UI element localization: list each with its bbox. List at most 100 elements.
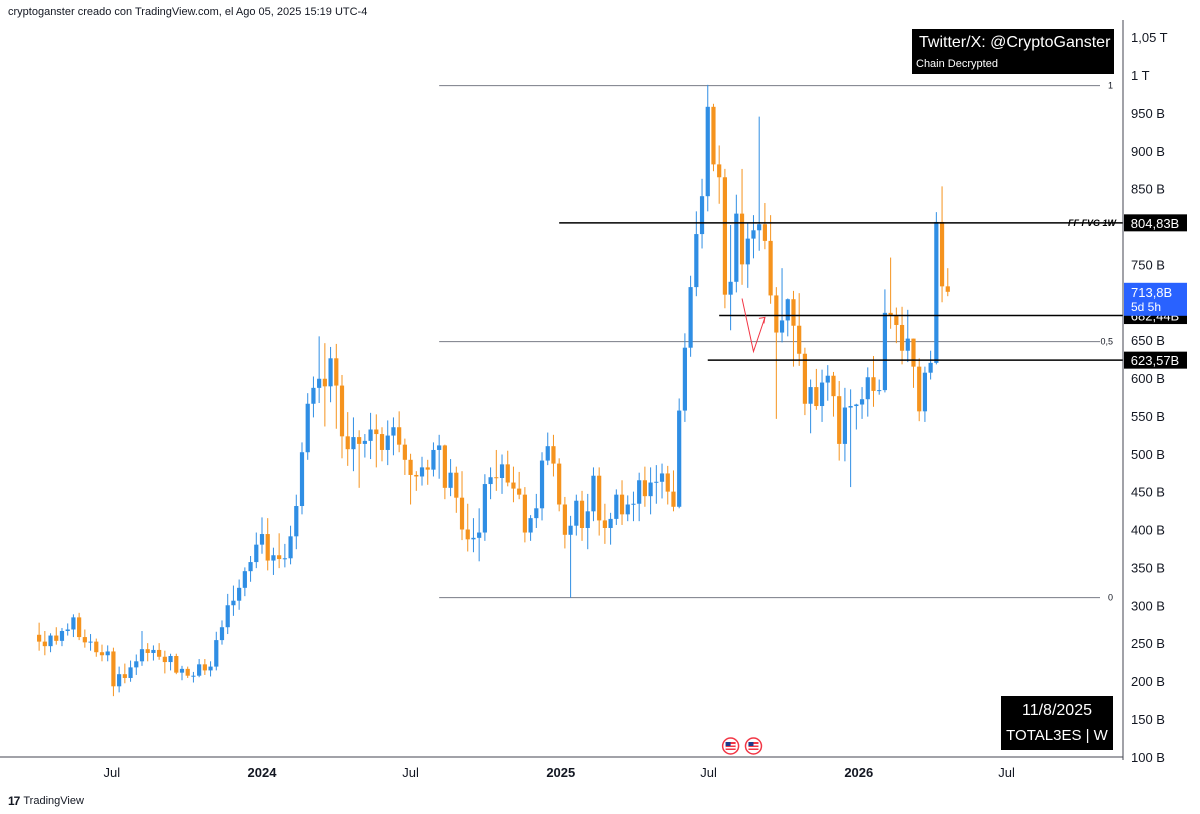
candle-body [865,377,870,400]
candle [882,289,888,393]
candle [591,467,596,522]
candle-body [471,537,476,540]
candle-body [139,649,145,662]
candle-body [191,675,196,677]
candle-body [539,460,545,509]
candle [808,379,813,434]
candle [768,215,773,304]
tradingview-logo-icon: 17 [8,794,20,808]
candle [408,453,413,505]
flag-stripe [748,747,759,749]
fib-retracement[interactable]: 10,50 [439,81,1113,603]
candle [602,503,607,544]
price-axis[interactable]: 100 B 150 B 200 B 250 B 300 B 350 B 400 B 450 B… [1131,30,1168,765]
candle-body [888,312,893,316]
time-tick-label: Jul [103,765,120,780]
candle [517,471,522,500]
candle-body [351,437,356,450]
candle-body [88,641,93,643]
candle-body [722,177,727,295]
candle [791,290,796,367]
candle [42,631,47,656]
time-tick-label: 2024 [248,765,278,780]
candle-body [945,286,950,292]
candle [945,268,950,297]
candle [99,644,105,662]
candle [185,666,190,678]
candle-body [911,338,916,367]
candle [734,194,739,293]
projection-path[interactable] [741,298,766,354]
time-axis[interactable]: Jul 2024 Jul 2025 Jul 2026 Jul [103,765,1015,780]
candle-body [877,390,882,392]
candle-body [602,520,607,528]
candle-body [77,617,82,638]
candle-body [94,641,99,653]
candle-body [557,463,562,505]
event-markers [721,737,763,755]
candle-body [562,504,567,535]
candle [739,168,745,285]
candle-body [202,664,207,671]
candle-body [477,532,482,538]
candle-body [254,544,259,563]
candle [299,442,305,515]
candle [711,103,716,172]
candle [762,203,768,250]
price-tick-label: 900 B [1131,144,1165,159]
candle [219,620,225,645]
candle [431,442,436,477]
time-tick-label: Jul [402,765,419,780]
candle-body [848,406,853,408]
us-flag-icon [721,737,740,755]
candle-body [442,445,447,488]
candle [705,84,710,212]
candle [562,496,567,549]
horizontal-levels[interactable]: FF FVG 1W [559,218,1123,361]
candle [208,661,213,677]
fib-level-label: 0 [1108,593,1113,603]
candle [939,186,945,303]
candle-body [522,494,527,533]
candle [905,309,910,363]
footer-brand-text: TradingView [23,795,84,807]
candle [385,420,390,466]
flag-stripe [725,747,736,749]
footer-brand[interactable]: 17 TradingView [8,794,84,808]
candle-body [265,534,270,561]
candle [248,556,253,582]
candle-body [705,106,710,197]
candle-body [579,500,585,528]
candle [328,346,333,403]
candle-body [785,299,790,321]
candle-body [642,480,647,497]
candle-body [797,325,802,354]
candle [934,212,939,365]
time-tick-label: Jul [998,765,1015,780]
candle-body [825,375,830,383]
candle [414,471,419,491]
candle-body [608,518,613,528]
candle-body [585,511,590,528]
candle-body [854,404,859,407]
candle-body [419,467,425,477]
candle [191,671,196,683]
candle-body [482,484,487,533]
candle-body [99,652,105,656]
candle [94,638,99,657]
price-tick-label: 950 B [1131,106,1165,121]
candle-body [922,372,928,412]
candle [202,659,207,675]
price-tick-label: 100 B [1131,750,1165,765]
candle [597,467,602,536]
candle-body [779,320,785,333]
candle [368,412,373,460]
info-date: 11/8/2025 [1022,702,1092,719]
us-flag-icon [744,737,763,755]
candle [911,338,916,388]
candle [751,215,756,259]
candle [197,659,202,678]
candle-body [128,667,133,678]
